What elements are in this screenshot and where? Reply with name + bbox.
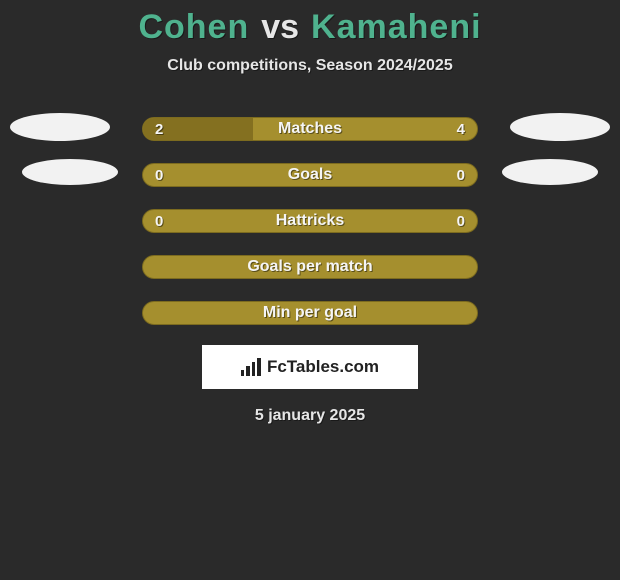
stat-value-right: 0 <box>457 213 465 230</box>
title-row: Cohen vs Kamaheni <box>138 8 481 47</box>
source-badge-text: FcTables.com <box>267 357 379 377</box>
stat-bar: 0 Goals 0 <box>142 163 478 187</box>
title-vs: vs <box>261 8 299 47</box>
stat-bar: Goals per match <box>142 255 478 279</box>
stat-bar: Min per goal <box>142 301 478 325</box>
club-badge-right <box>502 159 598 185</box>
bar-chart-icon <box>241 358 261 376</box>
stat-label: Min per goal <box>263 304 357 322</box>
stat-row-min-per-goal: Min per goal <box>0 301 620 325</box>
stat-value-left: 2 <box>155 121 163 138</box>
subtitle: Club competitions, Season 2024/2025 <box>167 57 452 75</box>
stat-value-left: 0 <box>155 167 163 184</box>
club-badge-left <box>10 113 110 141</box>
stat-bar: 2 Matches 4 <box>142 117 478 141</box>
club-badge-left <box>22 159 118 185</box>
stat-row-matches: 2 Matches 4 <box>0 117 620 141</box>
stat-row-hattricks: 0 Hattricks 0 <box>0 209 620 233</box>
stat-row-goals-per-match: Goals per match <box>0 255 620 279</box>
player-a-name: Cohen <box>138 8 249 47</box>
source-badge[interactable]: FcTables.com <box>202 345 418 389</box>
player-b-name: Kamaheni <box>311 8 482 47</box>
stat-value-right: 4 <box>457 121 465 138</box>
stat-value-left: 0 <box>155 213 163 230</box>
stat-rows: 2 Matches 4 0 Goals 0 0 Hattricks 0 Goal… <box>0 117 620 325</box>
stat-value-right: 0 <box>457 167 465 184</box>
stat-row-goals: 0 Goals 0 <box>0 163 620 187</box>
stat-label: Matches <box>278 120 342 138</box>
club-badge-right <box>510 113 610 141</box>
stat-label: Goals <box>288 166 332 184</box>
stat-bar: 0 Hattricks 0 <box>142 209 478 233</box>
stat-label: Goals per match <box>247 258 372 276</box>
stat-label: Hattricks <box>276 212 344 230</box>
snapshot-date: 5 january 2025 <box>255 407 365 425</box>
